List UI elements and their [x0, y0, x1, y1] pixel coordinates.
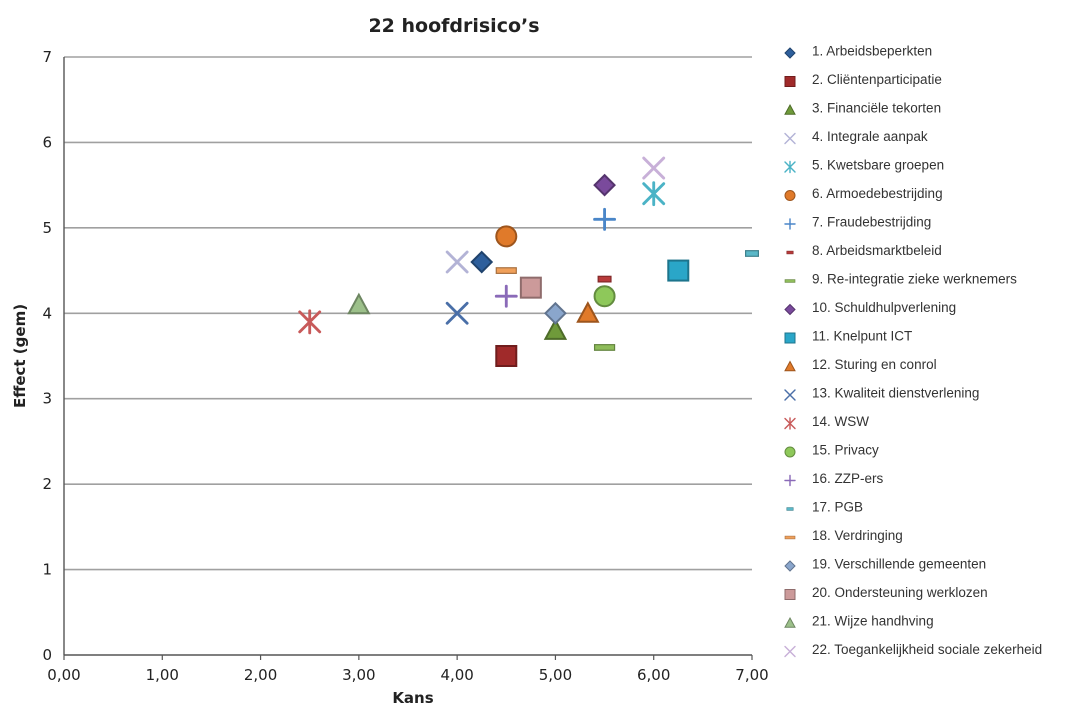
y-tick-label: 0 [42, 646, 52, 664]
gridlines [64, 56, 752, 571]
legend-marker-6 [784, 190, 796, 201]
x-tick-label: 2,00 [244, 666, 277, 684]
legend-label: 13. Kwaliteit dienstverlening [812, 386, 979, 401]
legend-marker-2 [784, 76, 796, 87]
legend-label: 20. Ondersteuning werklozen [812, 585, 988, 600]
legend-marker-22 [784, 645, 796, 658]
legend-label: 18. Verdringing [812, 528, 903, 543]
legend: 1. Arbeidsbeperkten 2. Cliëntenparticipat… [784, 44, 1042, 658]
data-points [298, 156, 760, 367]
legend-marker-7 [784, 218, 796, 230]
legend-marker-1 [784, 47, 796, 59]
legend-marker-5 [784, 160, 796, 174]
legend-label: 4. Integrale aanpak [812, 129, 928, 144]
legend-label: 7. Fraudebestrijding [812, 215, 931, 230]
data-point-13 [445, 301, 469, 325]
x-tick-label: 3,00 [342, 666, 375, 684]
x-axis-title: Kans [392, 689, 433, 707]
y-tick-label: 6 [42, 133, 52, 151]
legend-label: 14. WSW [812, 414, 869, 429]
legend-marker-21 [784, 616, 796, 628]
data-point-19 [544, 301, 567, 325]
legend-marker-10 [784, 303, 796, 316]
x-tick-label: 7,00 [735, 666, 768, 684]
legend-marker-18 [784, 535, 796, 540]
legend-label: 21. Wijze handhving [812, 614, 934, 629]
legend-marker-17 [786, 507, 794, 511]
data-point-5 [642, 181, 666, 207]
y-tick-label: 4 [42, 304, 52, 322]
legend-marker-13 [784, 389, 796, 401]
legend-label: 10. Schuldhulpverlening [812, 300, 956, 315]
data-point-11 [667, 259, 690, 282]
legend-marker-19 [784, 560, 796, 572]
x-tick-label: 1,00 [146, 666, 179, 684]
legend-marker-3 [784, 103, 796, 115]
data-point-18 [495, 267, 517, 274]
data-point-1 [470, 250, 494, 274]
y-tick-label: 2 [42, 475, 52, 493]
data-point-14 [298, 309, 322, 335]
data-point-8 [597, 275, 612, 283]
legend-marker-9 [784, 279, 796, 283]
legend-label: 2. Cliëntenparticipatie [812, 72, 942, 87]
y-tick-label: 1 [42, 561, 52, 579]
legend-label: 5. Kwetsbare groepen [812, 158, 944, 173]
axes [63, 57, 752, 656]
data-point-20 [519, 276, 542, 299]
legend-marker-16 [784, 474, 796, 487]
legend-label: 19. Verschillende gemeenten [812, 557, 986, 572]
data-point-10 [593, 173, 616, 197]
legend-marker-14 [784, 417, 796, 430]
data-point-17 [744, 250, 760, 257]
legend-label: 15. Privacy [812, 443, 879, 458]
legend-marker-11 [784, 332, 796, 344]
y-tick-label: 5 [42, 219, 52, 237]
data-point-6 [495, 225, 518, 248]
y-tick-label: 7 [42, 48, 52, 66]
x-tick-label: 5,00 [539, 666, 572, 684]
data-point-3 [543, 318, 568, 340]
legend-marker-4 [784, 132, 796, 145]
y-tick-label: 3 [42, 390, 52, 408]
data-point-16 [494, 284, 518, 308]
legend-marker-12 [784, 360, 796, 372]
legend-label: 8. Arbeidsmarktbeleid [812, 243, 942, 258]
legend-marker-8 [786, 250, 794, 255]
legend-label: 1. Arbeidsbeperkten [812, 44, 932, 59]
x-tick-label: 4,00 [440, 666, 473, 684]
legend-label: 11. Knelpunt ICT [812, 329, 912, 344]
legend-label: 17. PGB [812, 500, 863, 515]
data-point-22 [642, 156, 666, 180]
x-tick-label: 0,00 [47, 666, 80, 684]
legend-marker-15 [784, 446, 796, 458]
data-point-15 [593, 285, 616, 308]
data-point-2 [495, 345, 518, 367]
y-tick-labels: 0 1 2 3 4 5 6 7 [42, 48, 52, 664]
data-point-4 [445, 250, 469, 274]
x-tick-labels: 0,00 1,00 2,00 3,00 4,00 5,00 6,00 7,00 [47, 655, 769, 684]
y-axis-title: Effect (gem) [11, 304, 29, 408]
x-tick-label: 6,00 [637, 666, 670, 684]
data-point-12 [576, 301, 600, 323]
data-point-7 [593, 207, 616, 231]
legend-marker-20 [784, 589, 796, 600]
legend-label: 12. Sturing en conrol [812, 357, 937, 372]
legend-label: 6. Armoedebestrijding [812, 186, 943, 201]
data-point-9 [593, 344, 616, 351]
chart-title: 22 hoofdrisico’s [368, 15, 539, 37]
legend-label: 3. Financiële tekorten [812, 101, 941, 116]
legend-label: 9. Re-integratie zieke werknemers [812, 272, 1017, 287]
legend-label: 16. ZZP-ers [812, 471, 884, 486]
data-point-21 [347, 292, 371, 315]
legend-label: 22. Toegankelijkheid sociale zekerheid [812, 642, 1042, 657]
